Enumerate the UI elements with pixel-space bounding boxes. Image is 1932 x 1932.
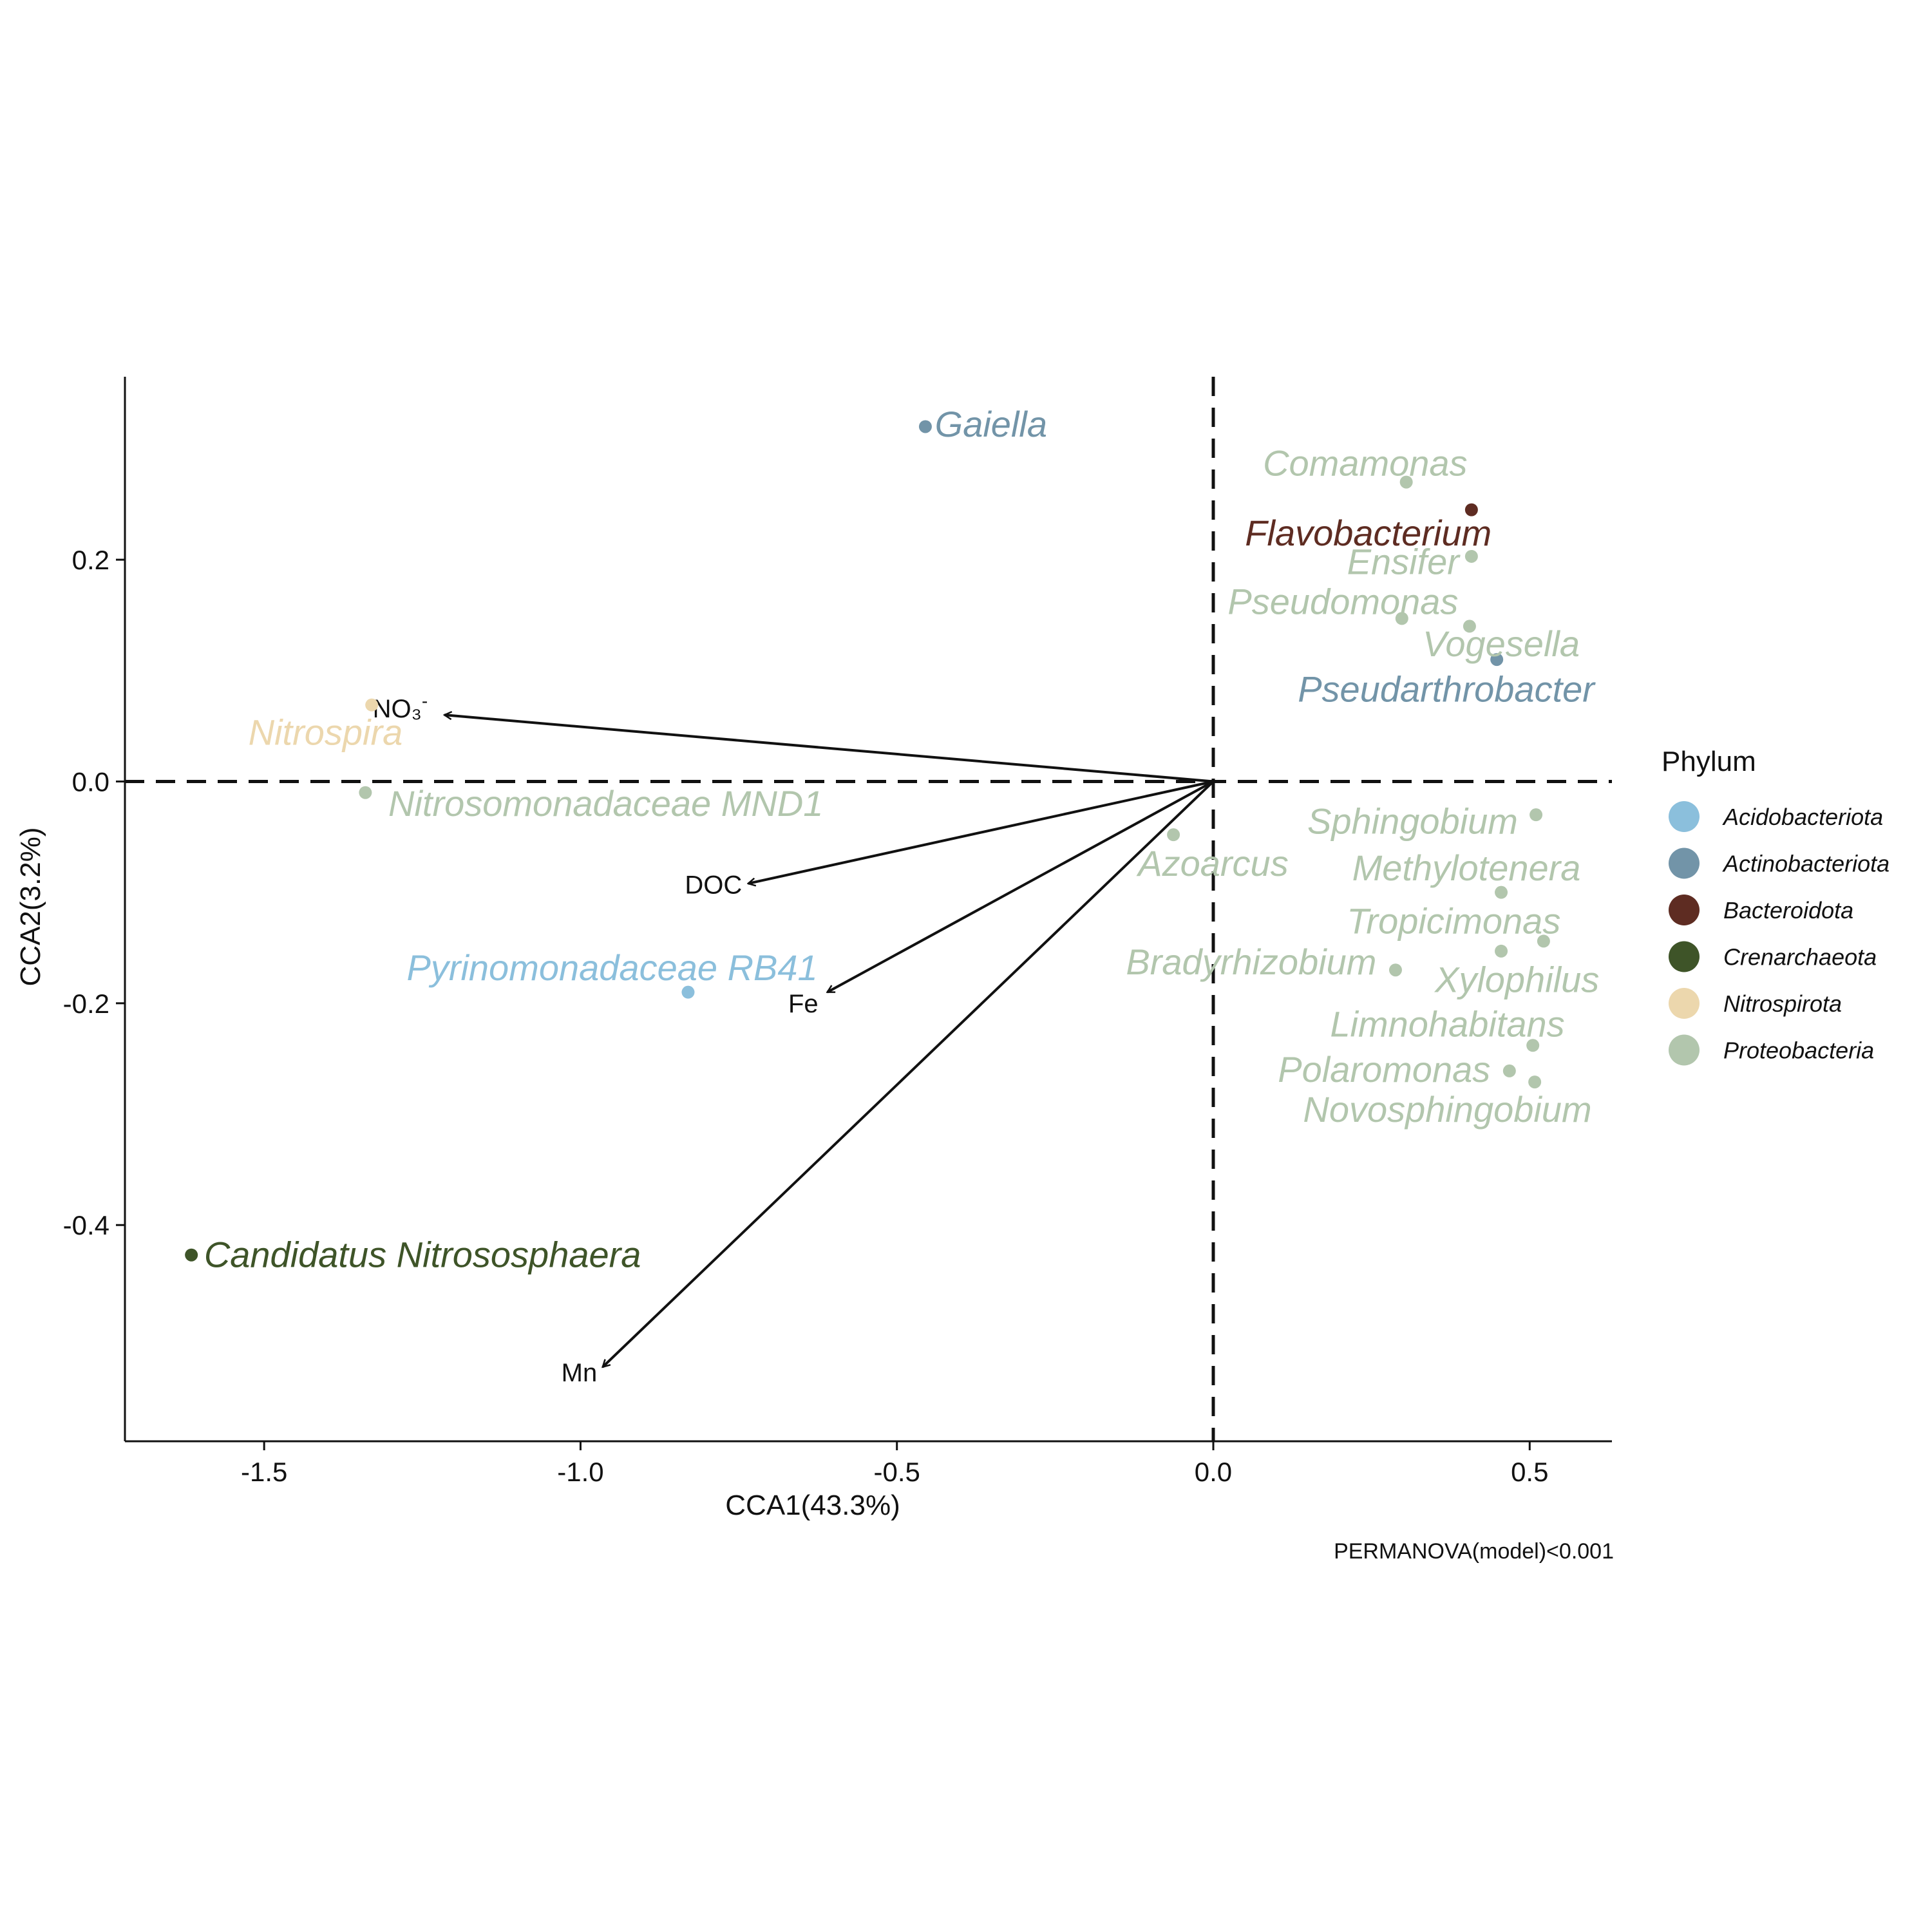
legend-key-acidobacteriota — [1669, 801, 1700, 832]
legend-label-actinobacteriota: Actinobacteriota — [1722, 851, 1889, 877]
axes: -1.5 -1.0 -0.5 0.0 0.5 -0.4 -0.2 0.0 0.2 — [63, 377, 1612, 1487]
vector-label-no: NO₃- — [373, 691, 428, 723]
reference-lines — [125, 377, 1612, 1441]
point-candidatus-nitrososphaera — [185, 1248, 198, 1262]
x-tick-label: -1.0 — [557, 1457, 603, 1487]
y-tick-label: 0.2 — [72, 545, 109, 575]
vector-label-mn: Mn — [562, 1359, 598, 1387]
legend-key-crenarchaeota — [1669, 941, 1700, 972]
label-limnohabitans: Limnohabitans — [1330, 1004, 1564, 1045]
label-methylotenera: Methylotenera — [1352, 848, 1581, 888]
point-ensifer — [1464, 549, 1478, 563]
point-vogesella — [1463, 620, 1476, 633]
vector-arrow-mn — [603, 781, 1215, 1367]
y-axis-title: CCA2(3.2%) — [15, 828, 46, 987]
label-flavobacterium: Flavobacterium — [1245, 513, 1492, 553]
x-tick-label: 0.5 — [1511, 1457, 1548, 1487]
legend-label-crenarchaeota: Crenarchaeota — [1723, 944, 1877, 971]
point-nitrospira — [365, 698, 379, 712]
label-polaromonas: Polaromonas — [1278, 1049, 1490, 1090]
vector-label-doc: DOC — [685, 871, 742, 900]
x-axis-title: CCA1(43.3%) — [725, 1490, 900, 1521]
point-comamonas — [1399, 475, 1413, 489]
vector-arrow-no — [444, 715, 1214, 783]
label-vogesella: Vogesella — [1423, 623, 1580, 664]
label-bradyrhizobium: Bradyrhizobium — [1126, 942, 1376, 982]
point-polaromonas — [1502, 1064, 1516, 1077]
point-limnohabitans — [1526, 1039, 1540, 1052]
point-methylotenera — [1495, 886, 1508, 899]
vector-label-fe: Fe — [788, 990, 819, 1018]
legend-label-proteobacteria: Proteobacteria — [1723, 1037, 1874, 1064]
label-tropicimonas: Tropicimonas — [1347, 900, 1560, 941]
label-pyrinomonadaceae-rb41: Pyrinomonadaceae RB41 — [406, 947, 817, 988]
point-sphingobium — [1530, 808, 1543, 822]
label-gaiella: Gaiella — [935, 404, 1047, 444]
label-comamonas: Comamonas — [1263, 442, 1467, 483]
label-pseudarthrobacter: Pseudarthrobacter — [1298, 669, 1596, 710]
vector-arrow-doc — [748, 780, 1214, 883]
environmental-vectors: NO₃- DOC Fe Mn — [373, 691, 1215, 1387]
legend-key-proteobacteria — [1669, 1034, 1700, 1066]
label-nitrospira: Nitrospira — [249, 712, 403, 753]
label-azoarcus: Azoarcus — [1136, 843, 1288, 884]
label-novosphingobium: Novosphingobium — [1303, 1089, 1591, 1130]
legend-key-nitrospirota — [1669, 988, 1700, 1019]
vector-arrow-fe — [828, 780, 1214, 994]
genus-labels: GaiellaComamonasFlavobacteriumEnsiferPse… — [204, 404, 1599, 1275]
label-xylophilus: Xylophilus — [1434, 960, 1599, 1000]
legend-key-actinobacteriota — [1669, 848, 1700, 879]
x-tick-label: -1.5 — [241, 1457, 287, 1487]
point-novosphingobium — [1528, 1075, 1542, 1089]
point-nitrosomonadaceae-mnd1 — [359, 786, 372, 799]
genus-points — [185, 420, 1550, 1262]
point-xylophilus — [1537, 934, 1550, 948]
label-sphingobium: Sphingobium — [1307, 800, 1518, 841]
label-ensifer: Ensifer — [1347, 542, 1461, 582]
legend-label-bacteroidota: Bacteroidota — [1723, 897, 1853, 923]
point-pyrinomonadaceae-rb41 — [681, 985, 695, 999]
label-candidatus-nitrososphaera: Candidatus Nitrososphaera — [204, 1235, 641, 1275]
x-tick-label: 0.0 — [1195, 1457, 1232, 1487]
point-flavobacterium — [1464, 503, 1478, 516]
legend-label-nitrospirota: Nitrospirota — [1723, 990, 1842, 1017]
permanova-annotation: PERMANOVA(model)<0.001 — [1334, 1539, 1614, 1564]
point-pseudomonas — [1395, 612, 1408, 625]
point-bradyrhizobium — [1388, 963, 1402, 977]
vector-label-superscript: - — [422, 691, 428, 711]
point-pseudarthrobacter — [1490, 653, 1504, 667]
point-tropicimonas — [1495, 944, 1508, 958]
y-tick-label: 0.0 — [72, 766, 109, 797]
legend-key-bacteroidota — [1669, 895, 1700, 925]
legend-title: Phylum — [1662, 746, 1756, 777]
legend: Phylum Acidobacteriota Actinobacteriota Ba… — [1662, 746, 1889, 1066]
legend-label-acidobacteriota: Acidobacteriota — [1722, 804, 1883, 830]
point-gaiella — [918, 420, 932, 433]
label-pseudomonas: Pseudomonas — [1227, 582, 1458, 622]
x-tick-label: -0.5 — [874, 1457, 920, 1487]
point-azoarcus — [1167, 828, 1180, 842]
y-tick-label: -0.2 — [63, 989, 109, 1019]
label-nitrosomonadaceae-mnd1: Nitrosomonadaceae MND1 — [388, 783, 823, 824]
y-tick-label: -0.4 — [63, 1210, 109, 1240]
